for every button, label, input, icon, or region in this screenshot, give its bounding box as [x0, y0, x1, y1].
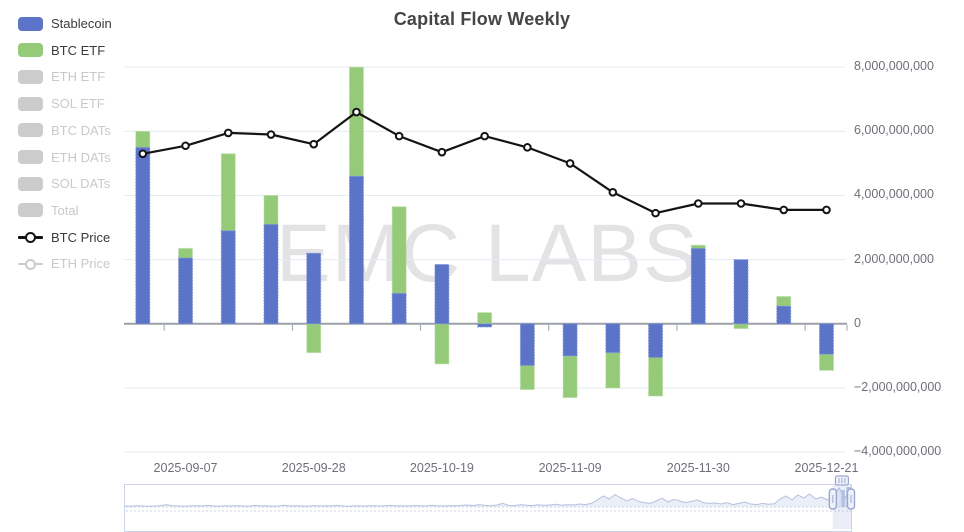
legend-bar-swatch-inactive-icon [18, 123, 43, 138]
legend-item-label: ETH Price [51, 256, 111, 272]
y-axis-label: 6,000,000,000 [854, 123, 934, 138]
y-axis-label: −2,000,000,000 [854, 379, 942, 394]
btc-price-point [608, 187, 618, 197]
legend-item-label: SOL ETF [51, 96, 105, 112]
legend-bar-swatch-inactive-icon [18, 96, 43, 111]
x-axis-label: 2025-09-28 [281, 461, 346, 475]
btc-price-point [480, 131, 489, 141]
navigator-shadow-area [125, 487, 851, 507]
legend-item-stablecoin[interactable]: Stablecoin [18, 14, 112, 34]
legend-item-sol-etf[interactable]: SOL ETF [18, 94, 105, 114]
navigator-window-bar [841, 490, 845, 507]
legend-item-label: Stablecoin [51, 16, 112, 31]
bar-btc-etf [562, 355, 578, 399]
x-axis-label: 2025-10-19 [409, 461, 474, 475]
bar-stablecoin [434, 263, 450, 325]
legend-item-btc-etf[interactable]: BTC ETF [18, 40, 105, 60]
legend-item-label: SOL DATs [51, 176, 111, 192]
x-axis-label: 2025-11-09 [538, 461, 602, 475]
chart-title: Capital Flow Weekly [393, 9, 571, 29]
bar-stablecoin [220, 230, 236, 325]
y-axis-label: 8,000,000,000 [854, 59, 934, 74]
legend-item-label: BTC ETF [51, 42, 106, 58]
y-axis-label: 0 [854, 315, 861, 330]
bar-stablecoin [690, 247, 706, 325]
btc-price-point [693, 199, 703, 208]
legend-line-marker-icon [18, 257, 43, 271]
btc-price-point [651, 208, 660, 218]
bar-stablecoin [348, 175, 364, 325]
y-axis-label: 4,000,000,000 [854, 187, 934, 202]
y-axis-label: 2,000,000,000 [854, 251, 934, 266]
legend-item-sol-dats[interactable]: SOL DATs [18, 174, 110, 194]
legend-item-label: Total [51, 202, 79, 218]
bar-stablecoin [776, 305, 792, 325]
legend-line-marker-icon [18, 230, 43, 244]
btc-price-point [779, 205, 789, 215]
legend-bar-swatch-icon [18, 16, 43, 31]
btc-price-point [138, 149, 148, 159]
bar-btc-etf [477, 312, 493, 325]
bar-btc-etf [220, 153, 236, 232]
bar-stablecoin [263, 223, 279, 325]
navigator-shadow-line [124, 486, 852, 507]
legend-bar-swatch-icon [18, 43, 43, 58]
legend-item-label: ETH ETF [51, 69, 106, 85]
y-axis-label: −4,000,000,000 [854, 444, 942, 459]
legend-bar-swatch-inactive-icon [18, 150, 43, 164]
btc-price-point [394, 131, 404, 141]
legend-item-eth-dats[interactable]: ETH DATs [18, 147, 111, 167]
btc-price-point [309, 139, 319, 149]
btc-price-point [352, 107, 361, 117]
bar-stablecoin [605, 323, 621, 354]
btc-price-point [736, 199, 746, 208]
bar-stablecoin [391, 292, 407, 325]
btc-price-point [266, 130, 276, 139]
legend-item-label: ETH DATs [51, 149, 111, 165]
navigator-dotted-band [125, 505, 851, 513]
legend-item-btc-price[interactable]: BTC Price [18, 227, 110, 247]
x-axis-label: 2025-12-21 [794, 461, 859, 475]
btc-price-point [223, 128, 233, 138]
btc-price-point [822, 205, 831, 215]
legend-item-eth-etf[interactable]: ETH ETF [18, 67, 105, 87]
bar-btc-etf [391, 206, 407, 294]
btc-price-point [437, 147, 447, 157]
bar-stablecoin [135, 146, 151, 325]
legend-item-eth-price[interactable]: ETH Price [18, 254, 110, 274]
x-axis-label: 2025-09-07 [153, 461, 218, 475]
watermark: EMC LABS [276, 208, 699, 299]
bar-stablecoin [648, 323, 664, 358]
legend-item-total[interactable]: Total [18, 200, 78, 220]
bar-stablecoin [733, 259, 749, 325]
btc-price-point [523, 143, 532, 152]
legend-item-label: BTC DATs [51, 122, 111, 138]
bar-btc-etf [263, 194, 279, 225]
bar-stablecoin [562, 323, 578, 357]
legend-bar-swatch-inactive-icon [18, 176, 43, 191]
bar-stablecoin [519, 323, 535, 367]
legend-item-btc-dats[interactable]: BTC DATs [18, 120, 111, 140]
legend-bar-swatch-inactive-icon [18, 69, 43, 84]
bar-stablecoin [818, 323, 834, 355]
bar-stablecoin [477, 323, 493, 328]
bar-stablecoin [178, 257, 194, 325]
bar-stablecoin [306, 252, 322, 325]
legend-bar-swatch-inactive-icon [18, 203, 43, 218]
btc-price-point [565, 159, 575, 168]
legend-item-label: BTC Price [51, 229, 111, 245]
x-axis-label: 2025-11-30 [666, 461, 730, 475]
btc-price-point [181, 141, 190, 151]
